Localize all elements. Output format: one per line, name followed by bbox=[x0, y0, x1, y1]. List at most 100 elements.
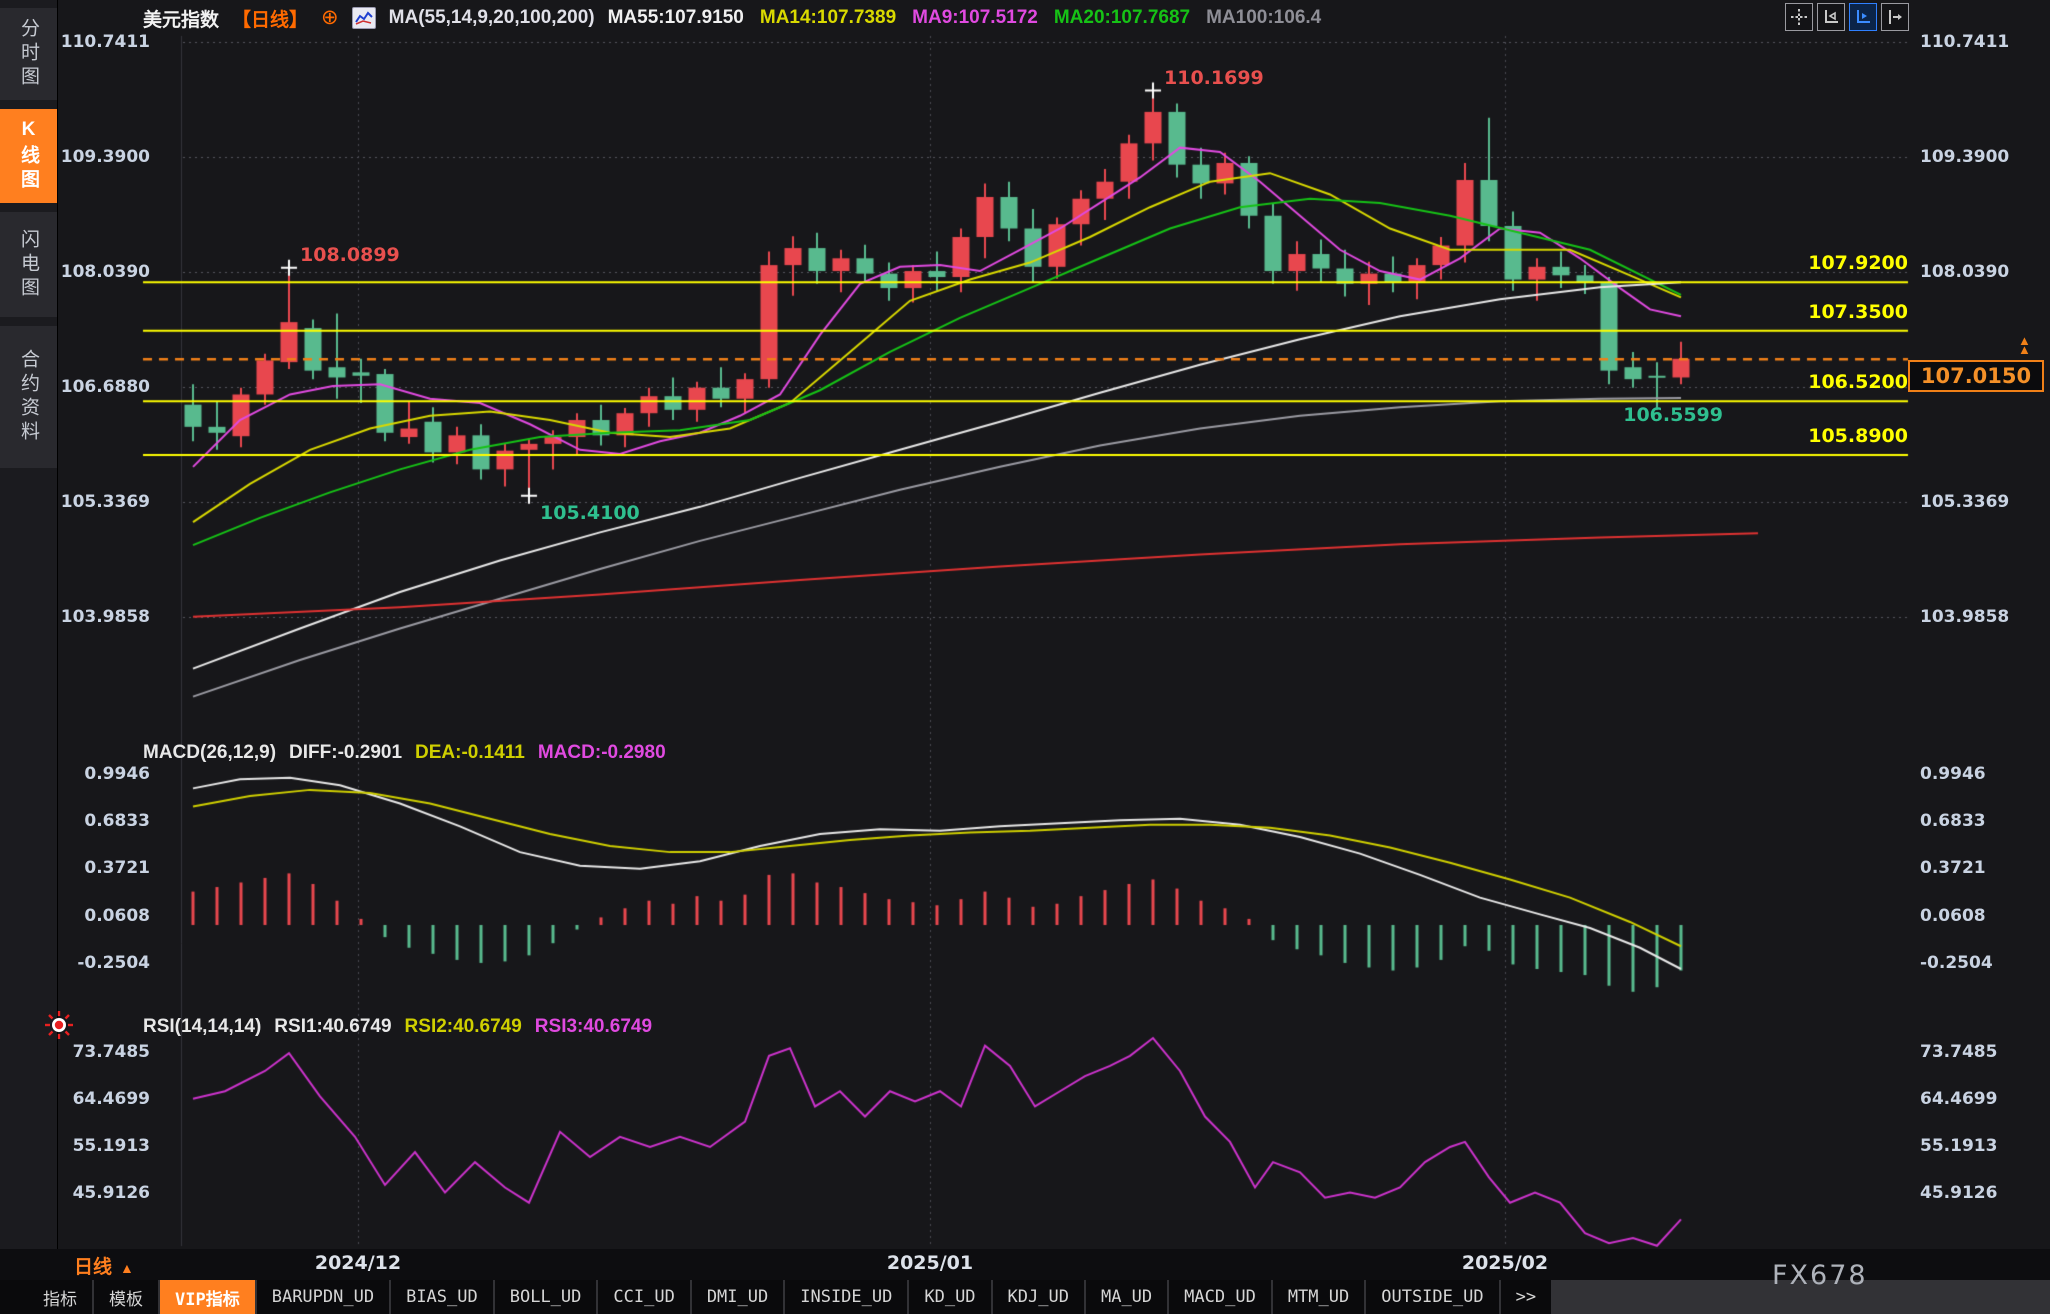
price-up-arrows-icon: ▲ ▲ bbox=[2018, 333, 2031, 358]
period-selector-label: 日线 bbox=[74, 1257, 113, 1278]
y-axis-label-left: 0.3721 bbox=[84, 858, 150, 878]
sidebar-item-2[interactable]: 闪电图 bbox=[0, 212, 57, 317]
tab-strip-corner bbox=[0, 1280, 28, 1314]
indicator-tab-0[interactable]: 指标 bbox=[28, 1280, 92, 1314]
indicator-tab-10[interactable]: KDJ_UD bbox=[992, 1280, 1084, 1314]
auto-scale-tool-icon[interactable] bbox=[1849, 3, 1877, 31]
pan-tool-icon[interactable] bbox=[1785, 3, 1813, 31]
ma-summary: MA(55,14,9,20,100,200) bbox=[388, 7, 595, 28]
macd-header: MACD(26,12,9) DIFF:-0.2901 DEA:-0.1411 MAC… bbox=[143, 742, 666, 764]
month-label: 2025/02 bbox=[1461, 1252, 1549, 1274]
price-annotation-label: 108.0899 bbox=[300, 243, 400, 266]
month-label: 2024/12 bbox=[314, 1252, 402, 1274]
period-selector-arrow-icon: ▲ bbox=[120, 1260, 134, 1276]
y-axis-label-left: 109.3900 bbox=[60, 147, 150, 167]
indicator-tab-8[interactable]: INSIDE_UD bbox=[785, 1280, 908, 1314]
price-level-label: 107.3500 bbox=[1808, 300, 1908, 323]
price-annotation-label: 110.1699 bbox=[1164, 66, 1264, 89]
y-axis-label-right: 108.0390 bbox=[1920, 262, 2010, 282]
indicator-readout: RSI1:40.6749 bbox=[274, 1016, 392, 1037]
y-axis-label-left: 110.7411 bbox=[60, 32, 150, 52]
ma-legend-item: MA55:107.9150 bbox=[607, 7, 744, 28]
live-indicator-icon bbox=[44, 1010, 74, 1045]
ma-legend: MA55:107.9150 MA14:107.7389 MA9:107.5172 MA… bbox=[608, 7, 1322, 29]
watermark: FX678 bbox=[1772, 1260, 1868, 1291]
sidebar-item-3[interactable]: 合约资料 bbox=[0, 326, 57, 468]
chart-type-icon[interactable] bbox=[351, 7, 376, 29]
macd-readout: DIFF:-0.2901 DEA:-0.1411 MACD:-0.2980 bbox=[289, 742, 666, 764]
ma-legend-item: MA14:107.7389 bbox=[759, 7, 897, 28]
current-price-badge: 107.0150 bbox=[1908, 360, 2044, 393]
x-shift-tool-icon[interactable] bbox=[1881, 3, 1909, 31]
period-tag[interactable]: 【日线】 bbox=[232, 9, 309, 31]
indicator-tab-6[interactable]: CCI_UD bbox=[598, 1280, 690, 1314]
indicator-tab-2[interactable]: VIP指标 bbox=[160, 1280, 255, 1314]
indicator-tab-13[interactable]: MTM_UD bbox=[1272, 1280, 1365, 1314]
indicator-tab-14[interactable]: OUTSIDE_UD bbox=[1366, 1280, 1499, 1314]
y-scale-tool-icon[interactable] bbox=[1817, 3, 1845, 31]
indicator-tab-strip: 指标 模板 VIP指标 BARUPDN_UD BIAS_UD BOLL_UD CCI_UD D… bbox=[0, 1280, 2050, 1314]
y-axis-label-left: 105.3369 bbox=[60, 492, 150, 512]
y-axis-label-right: 45.9126 bbox=[1920, 1183, 1998, 1203]
month-label: 2025/01 bbox=[886, 1252, 974, 1274]
y-axis-label-left: 64.4699 bbox=[72, 1089, 150, 1109]
y-axis-label-right: 64.4699 bbox=[1920, 1089, 1998, 1109]
ma-legend-item: MA9:107.5172 bbox=[912, 7, 1038, 28]
indicator-tab-1[interactable]: 模板 bbox=[94, 1280, 158, 1314]
time-axis-row: 日线 ▲ 2024/12 2025/01 2025/02 bbox=[0, 1249, 2050, 1280]
price-level-label: 106.5200 bbox=[1808, 371, 1908, 394]
y-axis-label-left: 106.6880 bbox=[60, 377, 150, 397]
price-annotation-label: 105.4100 bbox=[540, 501, 640, 524]
sidebar-item-0[interactable]: 分时图 bbox=[0, 8, 57, 100]
chart-header: 美元指数 【日线】 ⊕ MA(55,14,9,20,100,200) MA55:… bbox=[143, 5, 1321, 31]
y-axis-label-left: 73.7485 bbox=[72, 1042, 150, 1062]
ma100-value-label: 106.5599 bbox=[1623, 403, 1723, 426]
indicator-tab-7[interactable]: DMI_UD bbox=[691, 1280, 784, 1314]
indicator-readout: RSI3:40.6749 bbox=[534, 1016, 653, 1037]
y-axis-label-right: 110.7411 bbox=[1920, 32, 2010, 52]
add-circle-icon[interactable]: ⊕ bbox=[321, 6, 339, 29]
y-axis-label-right: 0.3721 bbox=[1920, 858, 1986, 878]
y-axis-label-left: 55.1913 bbox=[72, 1136, 150, 1156]
ma-legend-item: MA20:107.7687 bbox=[1053, 7, 1191, 28]
indicator-tab-4[interactable]: BIAS_UD bbox=[391, 1280, 493, 1314]
y-axis-label-right: 105.3369 bbox=[1920, 492, 2010, 512]
y-axis-label-right: 109.3900 bbox=[1920, 147, 2010, 167]
indicator-tab-12[interactable]: MACD_UD bbox=[1169, 1280, 1271, 1314]
macd-params: MACD(26,12,9) bbox=[143, 742, 277, 763]
y-axis-label-left: -0.2504 bbox=[77, 953, 150, 973]
chart-toolbar bbox=[1785, 3, 1909, 31]
symbol-title: 美元指数 bbox=[143, 9, 220, 31]
sidebar: 分时图 K线图闪电图合约资料 bbox=[0, 0, 58, 1249]
y-axis-label-right: 0.0608 bbox=[1920, 906, 1986, 926]
period-selector[interactable]: 日线 ▲ bbox=[74, 1252, 134, 1279]
y-axis-label-right: 0.6833 bbox=[1920, 811, 1986, 831]
indicator-tab-3[interactable]: BARUPDN_UD bbox=[256, 1280, 390, 1314]
indicator-tab-11[interactable]: MA_UD bbox=[1085, 1280, 1168, 1314]
price-level-label: 107.9200 bbox=[1808, 252, 1908, 275]
indicator-tab-5[interactable]: BOLL_UD bbox=[494, 1280, 597, 1314]
y-axis-label-left: 0.9946 bbox=[84, 764, 150, 784]
indicator-readout: DIFF:-0.2901 bbox=[289, 742, 403, 763]
y-axis-label-right: 103.9858 bbox=[1920, 607, 2010, 627]
rsi-header: RSI(14,14,14) RSI1:40.6749 RSI2:40.6749 RS… bbox=[143, 1016, 652, 1038]
y-axis-label-left: 103.9858 bbox=[60, 607, 150, 627]
rsi-params: RSI(14,14,14) bbox=[143, 1016, 262, 1037]
indicator-readout: DEA:-0.1411 bbox=[415, 742, 525, 763]
indicator-readout: MACD:-0.2980 bbox=[537, 742, 666, 763]
y-axis-label-right: 73.7485 bbox=[1920, 1042, 1998, 1062]
y-axis-label-right: 0.9946 bbox=[1920, 764, 1986, 784]
y-axis-label-right: 55.1913 bbox=[1920, 1136, 1998, 1156]
indicator-tab-9[interactable]: KD_UD bbox=[909, 1280, 991, 1314]
ma-legend-item: MA100:106.4 bbox=[1206, 7, 1322, 28]
y-axis-label-left: 0.0608 bbox=[84, 906, 150, 926]
y-axis-label-right: -0.2504 bbox=[1920, 953, 1993, 973]
y-axis-label-left: 0.6833 bbox=[84, 811, 150, 831]
y-axis-label-left: 45.9126 bbox=[72, 1183, 150, 1203]
y-axis-label-left: 108.0390 bbox=[60, 262, 150, 282]
sidebar-item-1[interactable]: K线图 bbox=[0, 109, 57, 203]
rsi-readout: RSI1:40.6749 RSI2:40.6749 RSI3:40.6749 bbox=[274, 1016, 652, 1038]
indicator-tab-15[interactable]: >> bbox=[1500, 1280, 1552, 1314]
